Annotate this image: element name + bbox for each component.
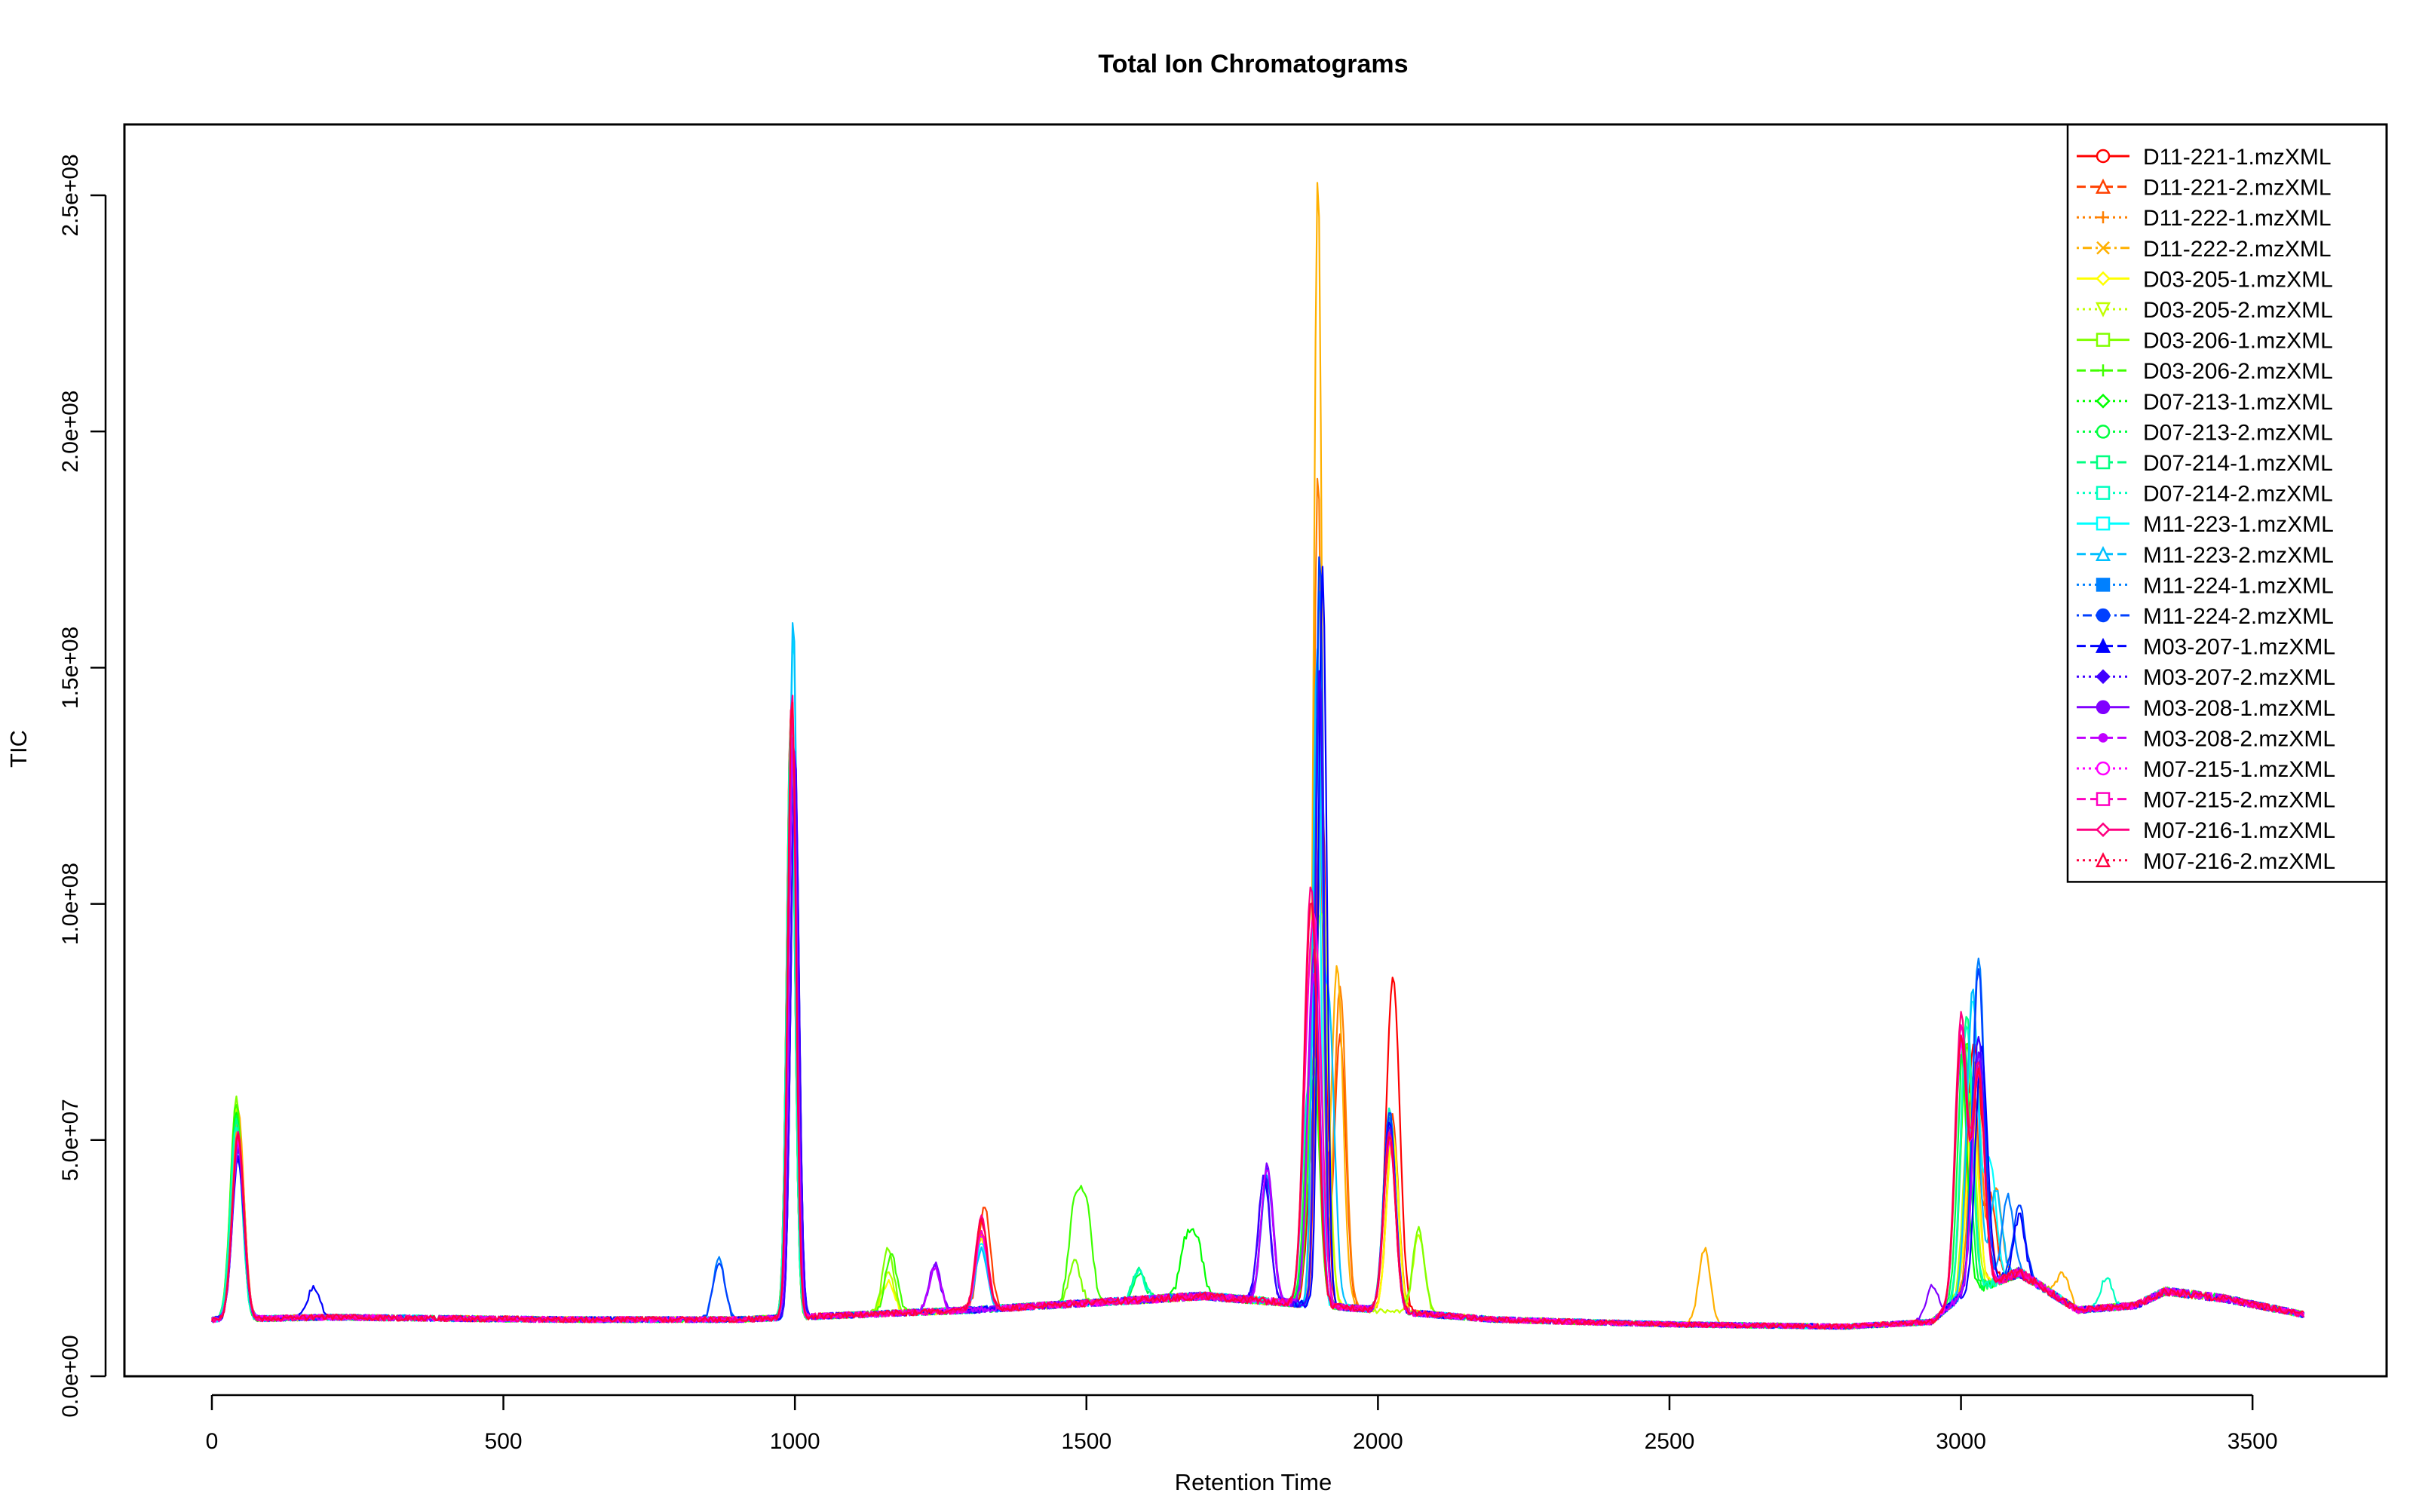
- legend-label: D07-214-1.mzXML: [2143, 451, 2333, 476]
- legend-label: M11-224-2.mzXML: [2143, 604, 2334, 629]
- legend-marker: [2096, 241, 2110, 255]
- legend-label: M03-207-1.mzXML: [2143, 635, 2335, 660]
- x-tick-label: 1500: [1061, 1429, 1111, 1454]
- legend-marker: [2096, 578, 2111, 592]
- y-tick-label: 0.0e+00: [58, 1335, 83, 1417]
- legend-marker: [2098, 733, 2108, 743]
- legend-marker: [2095, 302, 2111, 317]
- legend-marker: [2096, 700, 2111, 715]
- legend-marker: [2096, 608, 2111, 623]
- legend-label: D03-205-2.mzXML: [2143, 298, 2333, 323]
- series-layer: [210, 182, 2305, 1330]
- legend-label: D07-213-1.mzXML: [2143, 390, 2333, 415]
- legend-label: D03-206-2.mzXML: [2143, 359, 2333, 384]
- legend-marker: [2096, 792, 2111, 806]
- legend-label: M07-216-2.mzXML: [2143, 849, 2335, 874]
- legend-label: M03-207-2.mzXML: [2143, 665, 2335, 690]
- legend-label: M07-216-1.mzXML: [2143, 818, 2335, 843]
- axes-layer: 0 500 1000 1500 2000 2500 3000 3500 0.0e+00 5.0e+…: [58, 154, 2278, 1454]
- y-tick-label: 2.0e+08: [58, 391, 83, 473]
- x-tick-label: 500: [485, 1429, 523, 1454]
- legend-marker: [2095, 546, 2111, 562]
- legend-label: M11-223-1.mzXML: [2143, 512, 2334, 537]
- legend-marker: [2096, 394, 2111, 409]
- y-tick-label: 1.0e+08: [58, 863, 83, 945]
- x-axis-label: Retention Time: [1175, 1469, 1332, 1495]
- legend-label: D03-205-1.mzXML: [2143, 267, 2333, 292]
- legend-label: D11-221-2.mzXML: [2143, 176, 2332, 201]
- y-axis-label: TIC: [5, 730, 32, 768]
- chart-title: Total Ion Chromatograms: [1098, 50, 1408, 78]
- legend-label: D11-222-1.mzXML: [2143, 206, 2332, 231]
- legend-marker: [2096, 822, 2111, 837]
- legend-marker: [2095, 637, 2111, 653]
- legend-label: M11-224-1.mzXML: [2143, 573, 2334, 598]
- y-tick-label: 5.0e+07: [58, 1099, 83, 1181]
- legend-marker: [2095, 852, 2111, 868]
- legend: D11-221-1.mzXML D11-221-2.mzXML D11-222-1.…: [2066, 123, 2388, 883]
- legend-marker: [2096, 486, 2111, 500]
- legend-box: [2066, 123, 2388, 883]
- legend-label: D07-213-2.mzXML: [2143, 420, 2333, 445]
- legend-label: D03-206-1.mzXML: [2143, 329, 2333, 354]
- legend-marker: [2096, 425, 2111, 439]
- x-tick-label: 1000: [770, 1429, 820, 1454]
- y-tick-label: 2.5e+08: [58, 154, 83, 236]
- legend-label: M07-215-2.mzXML: [2143, 788, 2335, 813]
- legend-marker: [2096, 761, 2111, 776]
- legend-label: M07-215-1.mzXML: [2143, 757, 2335, 782]
- legend-marker: [2095, 178, 2111, 194]
- legend-marker: [2096, 516, 2111, 531]
- y-tick-label: 1.5e+08: [58, 627, 83, 709]
- legend-marker: [2096, 669, 2111, 684]
- legend-label: M11-223-2.mzXML: [2143, 543, 2334, 568]
- legend-label: M03-208-1.mzXML: [2143, 696, 2335, 721]
- x-tick-label: 2500: [1645, 1429, 1695, 1454]
- legend-label: D11-221-1.mzXML: [2143, 145, 2332, 170]
- plot-frame: [123, 123, 2388, 1378]
- legend-marker: [2096, 333, 2111, 347]
- x-tick-label: 3000: [1936, 1429, 1986, 1454]
- x-tick-label: 3500: [2228, 1429, 2278, 1454]
- legend-label: D07-214-2.mzXML: [2143, 482, 2333, 507]
- series-line-24: [211, 701, 2304, 1330]
- x-tick-label: 2000: [1353, 1429, 1403, 1454]
- legend-marker: [2096, 149, 2111, 164]
- legend-label: D11-222-2.mzXML: [2143, 237, 2332, 262]
- legend-marker: [2096, 271, 2111, 287]
- x-tick-label: 0: [206, 1429, 219, 1454]
- legend-marker: [2096, 455, 2111, 470]
- legend-label: M03-208-2.mzXML: [2143, 726, 2335, 751]
